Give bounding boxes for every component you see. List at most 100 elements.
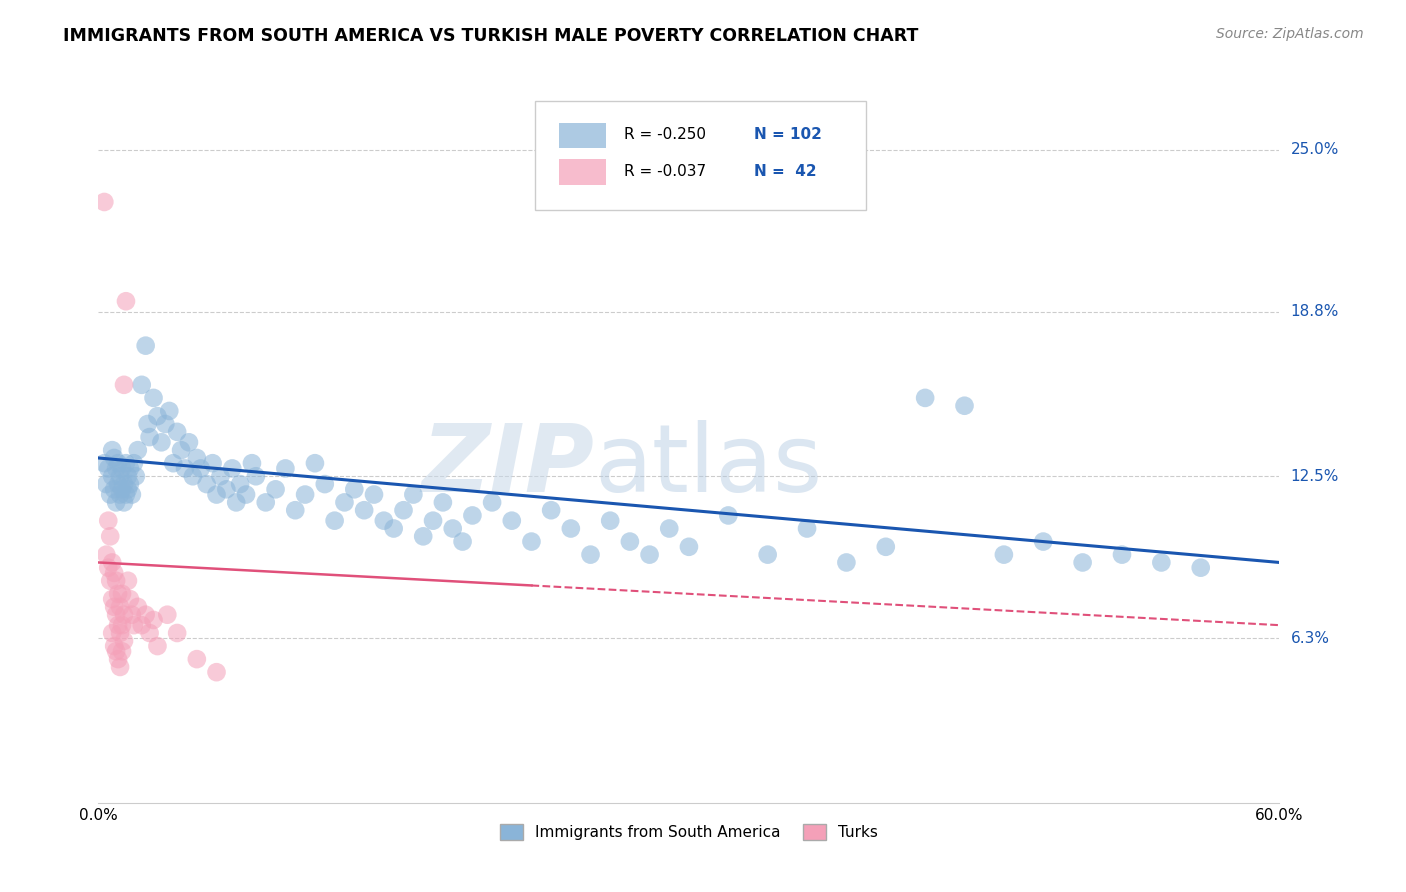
Point [229,477,252,491]
Point [323,514,346,528]
Point [138,626,160,640]
Point [174,461,197,475]
Point [157,404,180,418]
Point [1150,556,1173,570]
Point [105,607,128,622]
Point [274,461,297,475]
Text: 18.8%: 18.8% [1291,304,1339,319]
Point [240,456,263,470]
Point [579,548,602,562]
Point [117,469,139,483]
Point [108,660,131,674]
Point [97,514,120,528]
Point [186,652,208,666]
Point [353,503,375,517]
Point [103,599,125,614]
Point [166,626,188,640]
Point [111,483,134,497]
Point [599,514,621,528]
Point [131,618,153,632]
Text: ZIP: ZIP [422,420,595,512]
Point [108,626,131,640]
Point [314,477,336,491]
Point [111,461,134,475]
Point [98,574,121,588]
Point [115,294,138,309]
Point [451,534,474,549]
Text: N = 102: N = 102 [754,128,821,143]
Point [162,456,184,470]
Point [135,607,157,622]
Point [105,574,128,588]
Point [150,435,173,450]
Point [412,529,434,543]
Point [638,548,661,562]
Point [146,639,169,653]
Point [103,483,125,497]
Point [111,644,134,658]
Point [343,483,366,497]
Point [835,556,858,570]
FancyBboxPatch shape [536,101,866,211]
Point [112,477,135,491]
Point [107,456,129,470]
Point [953,399,976,413]
Point [103,639,125,653]
Point [103,566,125,580]
Point [142,391,165,405]
Point [107,652,129,666]
Point [441,521,464,535]
Point [1071,556,1094,570]
Point [127,599,149,614]
Point [118,477,141,491]
Text: 25.0%: 25.0% [1291,142,1339,157]
Point [914,391,936,405]
Point [125,469,148,483]
Point [294,487,316,501]
Point [122,618,145,632]
Point [254,495,277,509]
Point [135,339,157,353]
Point [235,487,257,501]
Point [111,587,134,601]
Point [284,503,307,517]
Point [101,469,124,483]
Point [93,456,115,470]
Point [131,377,153,392]
FancyBboxPatch shape [560,122,606,148]
Point [205,487,228,501]
Text: atlas: atlas [595,420,823,512]
Point [93,194,115,209]
Point [432,495,454,509]
Point [221,461,243,475]
Point [540,503,562,517]
Point [111,618,134,632]
Point [215,483,238,497]
Point [146,409,169,424]
Point [101,626,124,640]
Point [101,556,124,570]
Text: 6.3%: 6.3% [1291,631,1330,646]
Point [678,540,700,554]
Point [105,644,128,658]
Point [264,483,287,497]
Point [155,417,177,431]
Point [156,607,179,622]
Point [177,435,200,450]
Point [392,503,415,517]
Text: R = -0.037: R = -0.037 [624,164,706,179]
Point [98,487,121,501]
Point [122,456,145,470]
Point [112,607,135,622]
Point [112,377,135,392]
Point [166,425,188,439]
Point [108,487,131,501]
Point [195,477,218,491]
Point [107,587,129,601]
Point [422,514,444,528]
Point [373,514,395,528]
Point [796,521,818,535]
Point [96,548,118,562]
Point [105,461,128,475]
Point [105,495,128,509]
